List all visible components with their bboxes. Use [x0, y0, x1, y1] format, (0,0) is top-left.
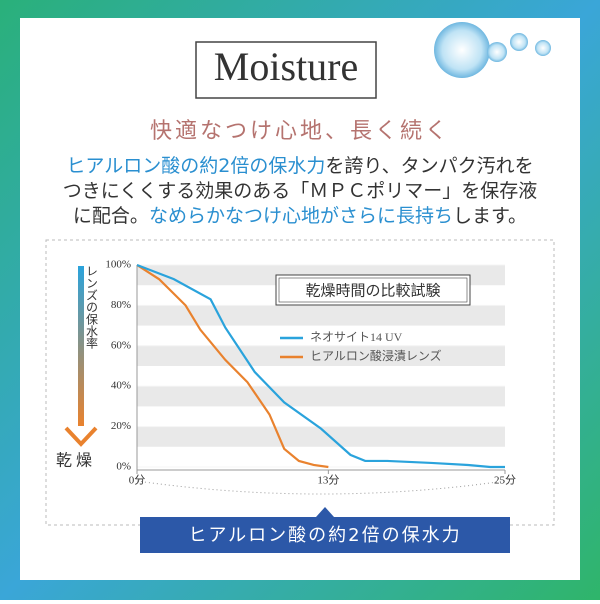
bubble: [487, 42, 507, 62]
band: [137, 426, 505, 447]
y-arrow: [78, 266, 84, 426]
highlight: なめらかなつけ心地がさらに長持ち: [149, 205, 453, 227]
arrow-head: [64, 426, 98, 447]
y-tick-label: 40%: [111, 380, 131, 392]
paragraph-line: つきにくくする効果のある「ＭＰＣポリマー」を保存液: [63, 180, 538, 202]
bubble: [535, 40, 551, 56]
band: [137, 305, 505, 326]
series-line: [136, 264, 329, 469]
highlight: ヒアルロン酸の約2倍の保水力: [66, 155, 325, 177]
caption-pointer: [316, 507, 334, 517]
legend-title: 乾燥時間の比較試験: [305, 282, 440, 300]
legend-label: ネオサイト14 UV: [310, 330, 403, 344]
caption-box: [140, 517, 510, 553]
y-axis-label: レンズの保水率: [85, 265, 99, 349]
bubble: [510, 33, 528, 51]
legend-title-inner: [278, 277, 468, 303]
x-tick-label: 25分: [494, 474, 516, 487]
band: [137, 386, 505, 407]
subtitle: 快適なつけ心地、長く続く: [150, 119, 450, 144]
y-tick-label: 60%: [111, 339, 131, 351]
legend-label: ヒアルロン酸浸漬レンズ: [310, 348, 442, 363]
title-box: [195, 41, 377, 99]
axis-arc: [136, 480, 506, 495]
text: します。: [453, 205, 527, 227]
text: つきにくくする効果のある「ＭＰＣポリマー」を保存液: [63, 180, 538, 202]
y-end-label: 乾燥: [56, 451, 96, 470]
y-tick-label: 80%: [111, 299, 131, 311]
x-tick-label: 0分: [129, 474, 146, 487]
y-tick-label: 0%: [116, 461, 131, 473]
y-tick-label: 20%: [111, 420, 131, 432]
caption: ヒアルロン酸の約2倍の保水力: [188, 525, 461, 546]
text: を誇り、タンパク汚れを: [325, 155, 533, 177]
band: [137, 345, 505, 366]
text: に配合。: [73, 205, 149, 227]
legend-title-box: [275, 274, 471, 306]
bubble: [434, 22, 490, 78]
paragraph-line: ヒアルロン酸の約2倍の保水力を誇り、タンパク汚れを: [66, 155, 533, 177]
paragraph-line: に配合。なめらかなつけ心地がさらに長持ちします。: [73, 205, 527, 227]
title: Moisture: [214, 44, 358, 89]
y-tick-label: 100%: [105, 259, 131, 271]
series-line: [136, 263, 505, 469]
x-tick-label: 13分: [317, 474, 339, 487]
